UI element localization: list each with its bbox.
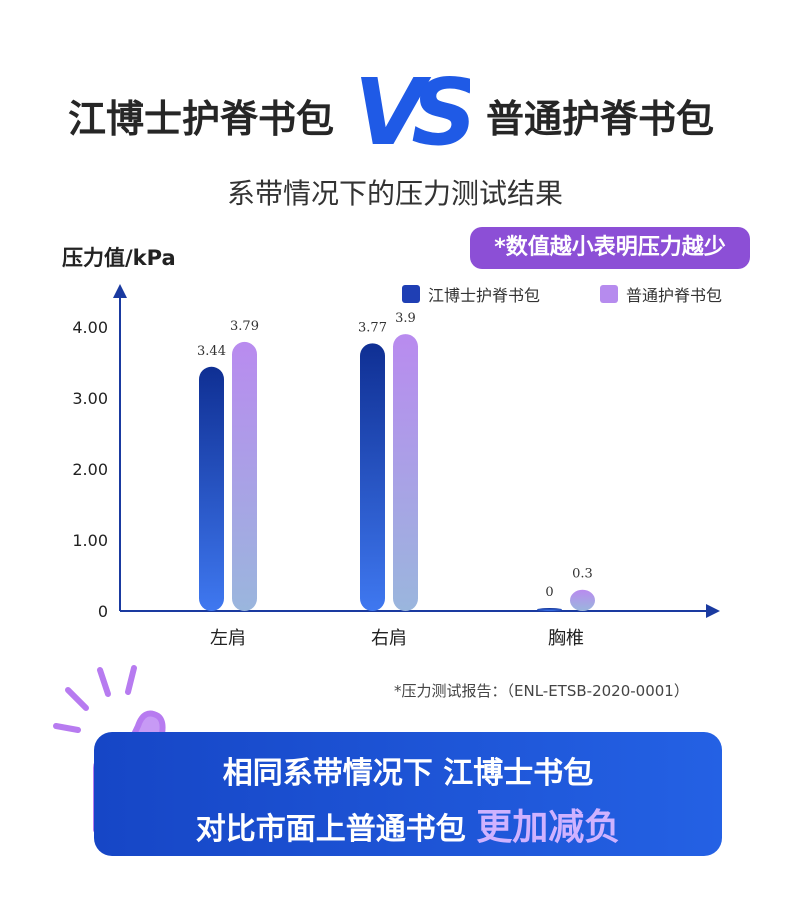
- y-tick-label: 2.00: [72, 460, 108, 479]
- bar-series-b: [232, 341, 257, 611]
- left-product-title: 江博士护脊书包: [68, 97, 335, 141]
- y-tick-label: 1.00: [72, 531, 108, 550]
- bar-series-a: [360, 343, 385, 611]
- x-category-label: 左肩: [210, 628, 246, 649]
- bar-value-label: 3.77: [358, 320, 387, 335]
- conclusion-banner: 相同系带情况下 江博士书包 对比市面上普通书包 更加减负: [94, 732, 722, 856]
- vs-logo-text: VS: [354, 59, 470, 156]
- bar-value-label: 0.3: [572, 567, 593, 582]
- x-category-label: 右肩: [371, 628, 407, 649]
- legend-item-series-a: 江博士护脊书包: [402, 282, 540, 306]
- x-axis-arrow: [706, 604, 720, 618]
- chart-subtitle: 系带情况下的压力测试结果: [226, 177, 563, 210]
- y-tick-label: 0: [98, 602, 108, 621]
- legend-swatch-series-a: [402, 285, 420, 303]
- y-tick-label: 4.00: [72, 318, 108, 337]
- right-product-title: 普通护脊书包: [486, 97, 715, 141]
- bar-chart: 0 1.00 2.00 3.00 4.00 3.44 3.79 左肩 3.77 3.9 右肩 0 0.3…: [72, 284, 720, 649]
- bar-series-a: [199, 366, 224, 611]
- y-tick-label: 3.00: [72, 389, 108, 408]
- legend-label-series-a: 江博士护脊书包: [428, 286, 541, 305]
- bar-value-label: 3.79: [230, 319, 259, 334]
- x-category-label: 胸椎: [548, 628, 584, 649]
- legend-label-series-b: 普通护脊书包: [626, 286, 723, 305]
- bar-value-label: 0: [545, 585, 553, 600]
- bar-value-label: 3.9: [395, 311, 416, 326]
- legend-item-series-b: 普通护脊书包: [600, 282, 722, 306]
- bar-series-a: [537, 608, 562, 611]
- y-axis-label: 压力值/kPa: [62, 246, 176, 270]
- note-badge: *数值越小表明压力越少: [470, 227, 750, 269]
- y-axis-arrow: [113, 284, 127, 298]
- banner-line-2: 对比市面上普通书包 更加减负: [94, 798, 722, 850]
- bar-series-b: [393, 334, 418, 611]
- legend-swatch-series-b: [600, 285, 618, 303]
- bar-series-b: [570, 589, 595, 611]
- source-note: *压力测试报告：（ENL-ETSB-2020-0001）: [394, 682, 689, 700]
- banner-line-1: 相同系带情况下 江博士书包: [222, 756, 594, 791]
- banner-highlight: 更加减负: [476, 807, 621, 848]
- bar-value-label: 3.44: [197, 344, 226, 359]
- banner-line-2-text: 对比市面上普通书包: [195, 812, 466, 847]
- vs-logo: VS: [354, 59, 470, 156]
